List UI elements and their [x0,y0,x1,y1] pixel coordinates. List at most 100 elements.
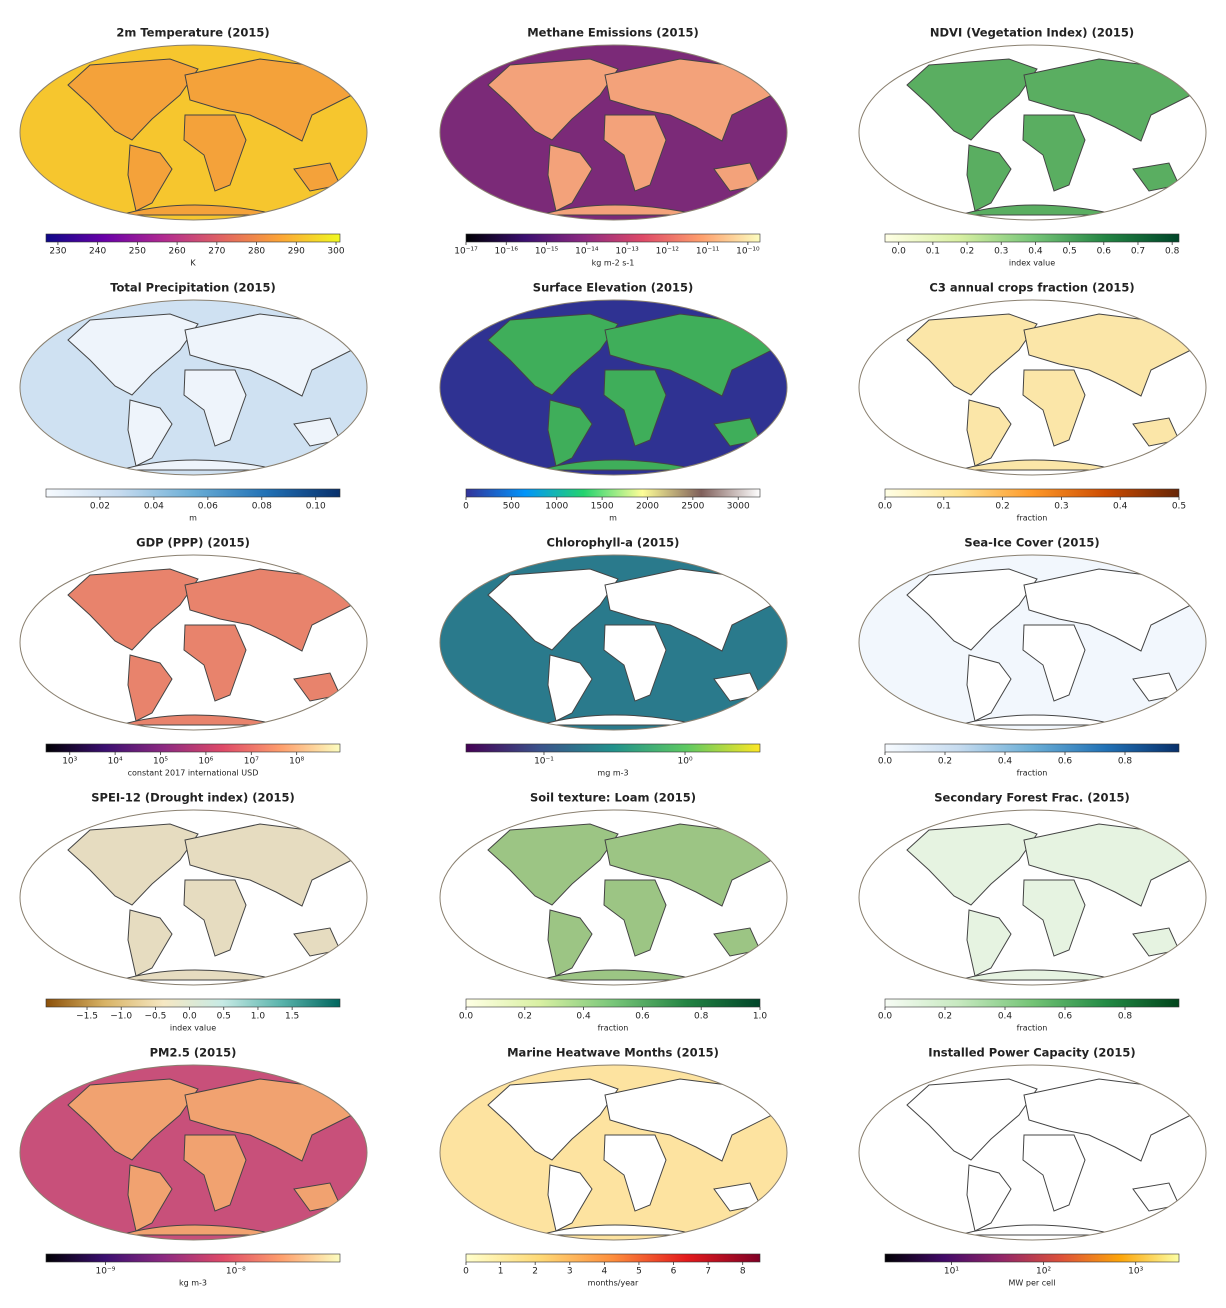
colorbar-tick-label: 0.0 [878,1012,893,1022]
colorbar-label: fraction [1017,514,1048,523]
map [20,810,367,985]
colorbar-tick-label: 1 [498,1267,504,1277]
colorbar-label: index value [170,1024,216,1033]
map [859,555,1206,730]
map [440,555,787,730]
map [859,1065,1206,1240]
colorbar-tick-label: 10⁵ [153,757,168,767]
colorbar-tick-label: 0.2 [995,502,1009,512]
map [440,45,787,220]
panel-title: Surface Elevation (2015) [533,281,693,295]
colorbar-tick-label: 10⁻¹³ [615,247,639,257]
colorbar [45,998,341,1008]
colorbar-tick-label: 0.08 [252,502,272,512]
colorbar-tick-label: 0 [463,1267,469,1277]
colorbar-label: fraction [1017,769,1048,778]
colorbar-tick-label: 0.4 [1028,247,1043,257]
colorbar [884,1253,1180,1263]
panel-title: 2m Temperature (2015) [116,26,269,40]
colorbar-tick-label: 0.06 [198,502,218,512]
colorbar-tick-label: 0.5 [1172,502,1186,512]
colorbar-tick-label: 0.0 [182,1012,197,1022]
map-border [19,1064,368,1241]
panel-title: Methane Emissions (2015) [527,26,699,40]
map [20,555,367,730]
colorbar [884,233,1180,243]
panel-title: GDP (PPP) (2015) [136,536,250,550]
map [440,1065,787,1240]
colorbar-tick-label: 0.4 [576,1012,591,1022]
colorbar-tick-label: 0.0 [459,1012,474,1022]
panel-title: Chlorophyll-a (2015) [547,536,680,550]
panel: GDP (PPP) (2015) 10³ 10⁴ 10⁵ 10⁶ 10⁷ 10⁸ consta… [19,536,368,778]
colorbar-tick-label: 10⁻¹¹ [696,247,720,257]
colorbar-tick-label: 3 [567,1267,573,1277]
map [440,300,787,475]
colorbar-tick-label: 0 [463,502,469,512]
colorbar-tick-label: 0.2 [960,247,974,257]
panel: Surface Elevation (2015) 0 500 1000 1500 2000… [439,281,788,523]
colorbar-tick-label: 10⁷ [244,757,259,767]
colorbar-tick-label: 0.0 [892,247,907,257]
map-border [439,1064,788,1241]
panel: Total Precipitation (2015) 0.02 0.04 0.06 0.… [19,281,368,523]
colorbar-tick-label: 2500 [681,502,704,512]
colorbar-tick-label: 4 [601,1267,607,1277]
colorbar [465,488,761,498]
colorbar-tick-label: 0.6 [1058,1012,1073,1022]
colorbar-tick-label: 10⁻¹⁴ [575,247,599,257]
colorbar-tick-label: 0.6 [1058,757,1073,767]
colorbar [465,233,761,243]
map-border [858,554,1207,731]
colorbar-tick-label: 0.3 [994,247,1008,257]
colorbar-tick-label: 0.8 [694,1012,709,1022]
panel: PM2.5 (2015) 10⁻⁹ 10⁻⁸ kg m-3 [19,1046,368,1288]
panel-title: PM2.5 (2015) [150,1046,237,1060]
colorbar-tick-label: 1.5 [285,1012,299,1022]
panel-title: SPEI-12 (Drought index) (2015) [91,791,294,805]
panel-title: Sea-Ice Cover (2015) [964,536,1099,550]
colorbar-label: kg m-2 s-1 [592,259,635,268]
colorbar-tick-label: 0.1 [926,247,940,257]
colorbar-tick-label: 0.3 [1054,502,1068,512]
colorbar-tick-label: 5 [636,1267,642,1277]
panel-title: Total Precipitation (2015) [110,281,276,295]
colorbar-tick-label: 10⁻¹⁶ [495,247,519,257]
colorbar-tick-label: 0.10 [306,502,326,512]
colorbar-tick-label: 0.2 [518,1012,532,1022]
colorbar-tick-label: 10⁻⁹ [96,1267,116,1277]
colorbar-tick-label: 0.02 [90,502,110,512]
map-border [439,554,788,731]
colorbar-tick-label: 2 [532,1267,538,1277]
colorbar-tick-label: 500 [503,502,520,512]
colorbar-tick-label: 0.6 [1097,247,1112,257]
colorbar-tick-label: 10⁻¹⁵ [535,247,559,257]
colorbar [884,488,1180,498]
colorbar-tick-label: 10⁻¹⁰ [736,247,760,257]
colorbar [884,998,1180,1008]
colorbar-tick-label: 0.8 [1118,757,1133,767]
map [20,300,367,475]
colorbar-tick-label: 7 [705,1267,711,1277]
colorbar-tick-label: 0.1 [937,502,951,512]
colorbar-label: mg m-3 [597,769,628,778]
colorbar-tick-label: −1.5 [76,1012,98,1022]
colorbar-tick-label: 0.4 [998,757,1013,767]
colorbar-tick-label: 10² [1036,1267,1051,1277]
colorbar-tick-label: 270 [208,247,225,257]
panel-title: Secondary Forest Frac. (2015) [934,791,1130,805]
map-border [439,809,788,986]
panel: Sea-Ice Cover (2015) 0.0 0.2 0.4 0.6 0.8 fract… [858,536,1207,778]
colorbar-tick-label: 10⁸ [289,757,304,767]
panel-title: NDVI (Vegetation Index) (2015) [930,26,1134,40]
colorbar-tick-label: 240 [89,247,106,257]
panel: SPEI-12 (Drought index) (2015) −1.5 −1.0 −0… [19,791,368,1033]
panel: 2m Temperature (2015) 230 240 250 260 270 280 2… [19,26,368,268]
colorbar-tick-label: 260 [169,247,186,257]
map-border [858,1064,1207,1241]
map [20,45,367,220]
panel-title: Installed Power Capacity (2015) [928,1046,1135,1060]
colorbar-tick-label: 290 [288,247,305,257]
map-border [858,44,1207,221]
map [859,810,1206,985]
